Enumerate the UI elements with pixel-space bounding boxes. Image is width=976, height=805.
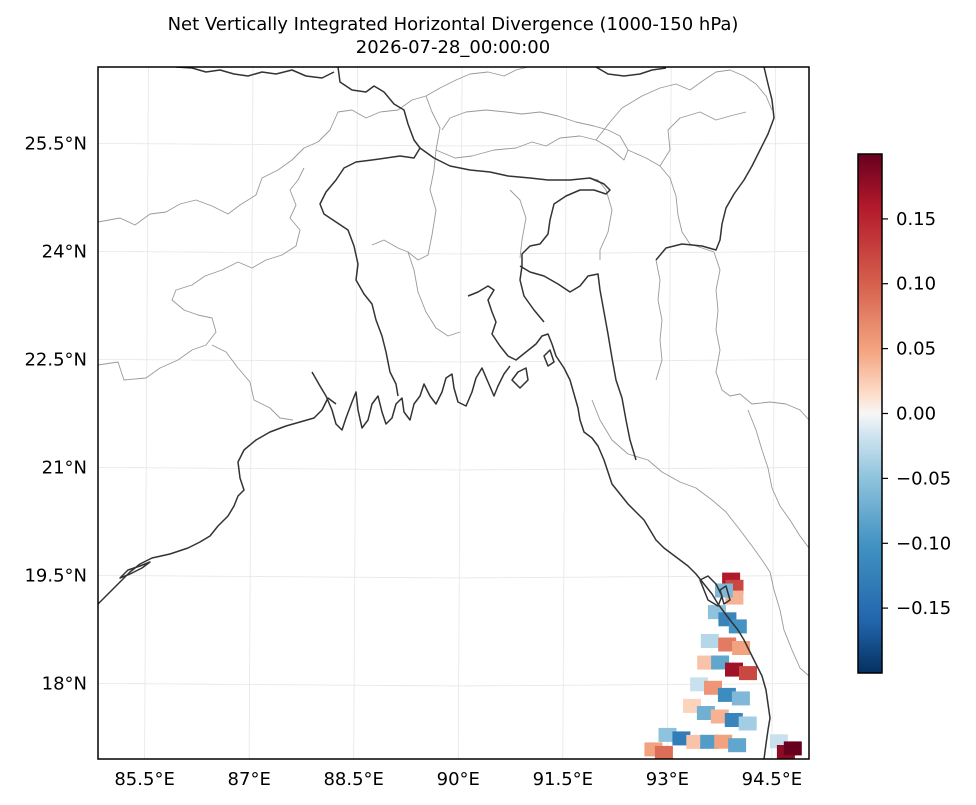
- coastline-sundarbans: [311, 365, 511, 431]
- boundary-bangladesh-west: [319, 67, 421, 397]
- meridian-1: [248, 67, 254, 759]
- parallel-5: [98, 682, 809, 687]
- heat-cell-17: [731, 691, 750, 706]
- boundary-bangladesh-north: [419, 147, 611, 323]
- x-tick-label-1: 87°E: [228, 769, 271, 790]
- colorbar-gradient: [857, 153, 883, 674]
- boundary-bhutan: [595, 67, 667, 77]
- heat-cell-25: [686, 734, 705, 749]
- heat-cell-12: [725, 662, 743, 677]
- coastlines: [98, 67, 775, 759]
- colorbar-tick-label-3: 0.00: [896, 404, 936, 425]
- coastline-islands: [511, 349, 731, 607]
- y-tick-label-1: 24°N: [42, 241, 87, 262]
- meridian-3: [457, 67, 463, 759]
- parallel-1: [98, 250, 809, 255]
- heat-cell-22: [738, 716, 757, 731]
- heat-cell-24: [672, 731, 691, 746]
- border-bangladesh-west-inner: [407, 251, 461, 337]
- parallel-0: [98, 142, 809, 147]
- border-west-bengal-bihar: [98, 109, 353, 226]
- chart-subtitle: 2026-07-28_00:00:00: [356, 37, 550, 58]
- colorbar-tick-label-0: 0.15: [896, 209, 936, 230]
- map-panel: [98, 67, 809, 759]
- colorbar-tick-label-4: −0.05: [896, 468, 951, 489]
- border-sikkim-bhutan: [425, 67, 529, 97]
- colorbar-tick-label-2: 0.05: [896, 339, 936, 360]
- border-manipur: [713, 251, 741, 397]
- coastline-mahanadi-delta-mark: [119, 561, 151, 579]
- border-upper-east: [659, 111, 747, 167]
- border-odisha: [211, 344, 294, 421]
- parallel-3: [98, 466, 809, 471]
- x-tick-label-0: 85.5°E: [114, 769, 174, 790]
- heat-cell-26: [700, 734, 719, 749]
- boundary-bangladesh-east: [519, 265, 637, 461]
- heat-cell-11: [711, 655, 730, 670]
- y-tick-label-5: 18°N: [42, 673, 87, 694]
- border-myanmar-chin: [739, 393, 809, 421]
- gridlines: [98, 67, 809, 759]
- heat-cell-20: [710, 709, 729, 724]
- colorbar-tick-label-6: −0.15: [896, 598, 951, 619]
- colorbar-ticks: 0.15 0.10 0.05 0.00 −0.05 −0.10 −0.15: [882, 209, 951, 619]
- meridian-6: [771, 67, 777, 759]
- y-tick-label-0: 25.5°N: [24, 133, 87, 154]
- colorbar: 0.15 0.10 0.05 0.00 −0.05 −0.10 −0.15: [857, 153, 951, 674]
- heat-cell-18: [683, 698, 701, 713]
- meridian-0: [144, 67, 149, 759]
- border-north-east: [595, 69, 773, 141]
- border-jharkhand: [98, 167, 305, 381]
- map-frame: [97, 66, 810, 760]
- heat-cell-28: [728, 738, 747, 753]
- heat-cell-16: [717, 687, 736, 702]
- heat-cell-31: [769, 734, 788, 749]
- x-tick-label-4: 91.5°E: [533, 769, 593, 790]
- chart-title: Net Vertically Integrated Horizontal Div…: [168, 14, 739, 35]
- colorbar-tick-label-5: −0.10: [896, 533, 951, 554]
- heat-cell-15: [704, 680, 722, 695]
- heat-cell-7: [700, 634, 719, 648]
- x-tick-label-6: 94.5°E: [742, 769, 802, 790]
- y-axis-ticks: 25.5°N 24°N 22.5°N 21°N 19.5°N 18°N: [24, 133, 87, 694]
- boundary-north-strip: [175, 67, 335, 79]
- map-background: [98, 67, 809, 759]
- boundary-india-myanmar: [655, 67, 775, 261]
- heat-cell-14: [690, 677, 709, 692]
- heat-cell-21: [724, 713, 743, 727]
- border-myanmar-rakhine: [591, 399, 809, 677]
- y-tick-label-2: 22.5°N: [24, 349, 87, 370]
- x-axis-ticks: 85.5°E 87°E 88.5°E 90°E 91.5°E 93°E 94.5°E: [114, 769, 802, 790]
- heat-cell-23: [658, 727, 677, 742]
- y-tick-label-3: 21°N: [42, 457, 87, 478]
- y-tick-label-4: 19.5°N: [24, 565, 87, 586]
- border-myanmar-east: [747, 409, 809, 549]
- meridian-4: [562, 67, 568, 759]
- x-tick-label-2: 88.5°E: [323, 769, 383, 790]
- x-tick-label-5: 93°E: [646, 769, 689, 790]
- border-tripura: [587, 177, 613, 260]
- x-tick-label-3: 90°E: [437, 769, 480, 790]
- heat-cell-6: [728, 619, 747, 634]
- meridian-5: [666, 67, 672, 759]
- coastline-meghna-estuary: [467, 285, 771, 759]
- heat-cell-10: [697, 655, 716, 670]
- border-mizoram: [655, 259, 663, 381]
- meridian-2: [353, 67, 358, 759]
- colorbar-tick-label-1: 0.10: [896, 274, 936, 295]
- heat-cell-30: [654, 745, 673, 759]
- state-borders: [98, 67, 809, 677]
- border-meghalaya-south: [509, 189, 527, 259]
- heat-cell-3: [715, 583, 733, 598]
- heat-cell-33: [783, 741, 802, 756]
- parallel-2: [98, 358, 809, 363]
- heat-cell-19: [696, 706, 715, 720]
- heat-cell-27: [714, 734, 733, 749]
- heat-cell-13: [739, 666, 757, 681]
- coastline-odisha-wb: [98, 397, 337, 605]
- heat-cell-8: [718, 637, 737, 652]
